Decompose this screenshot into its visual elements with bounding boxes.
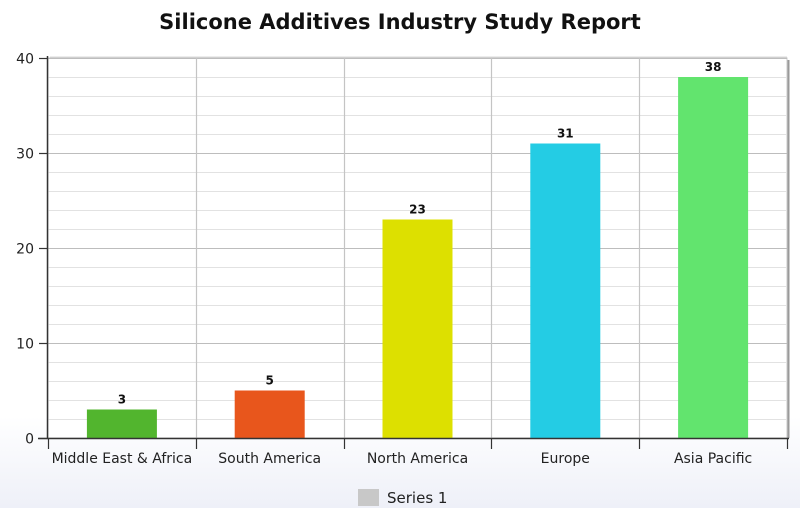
data-label: 3 [118,393,126,407]
bars [86,77,749,438]
x-tick-label: Europe [541,451,590,467]
y-tick-label: 30 [16,147,34,163]
bar-north-america [382,219,453,438]
y-tick-label: 20 [16,242,34,258]
bar-europe [530,143,601,438]
x-tick-label: North America [367,451,468,467]
data-label: 38 [705,60,722,74]
bar-middle-east-africa [86,409,157,438]
legend: Series 1 [358,489,447,507]
legend-swatch [358,489,379,506]
x-tick-label: Middle East & Africa [52,451,193,467]
legend-label: Series 1 [387,489,447,507]
data-label: 23 [409,203,426,217]
chart-title: Silicone Additives Industry Study Report [159,10,641,34]
y-tick-label: 40 [16,52,34,68]
bar-asia-pacific [678,77,749,438]
axis-labels: 0 10 20 30 40 Middle East & Africa South Ameri… [16,52,752,468]
y-tick-label: 0 [25,432,34,448]
x-tick-label: Asia Pacific [674,451,752,467]
data-label: 31 [557,127,574,141]
axes [38,56,789,449]
bar-south-america [234,390,305,438]
x-tick-label: South America [218,451,321,467]
y-tick-label: 10 [16,337,34,353]
value-labels: 3 5 23 31 38 [118,60,722,407]
data-label: 5 [266,374,274,388]
